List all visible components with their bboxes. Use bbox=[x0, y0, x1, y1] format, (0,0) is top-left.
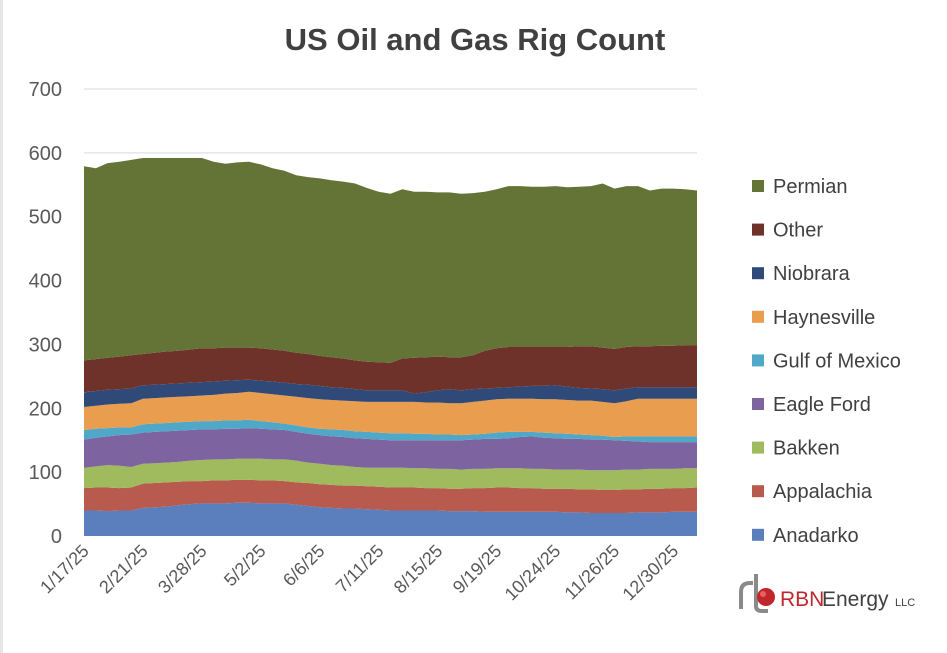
legend-label: Other bbox=[773, 220, 823, 242]
legend-label: Permian bbox=[773, 176, 847, 198]
y-tick-label: 500 bbox=[29, 207, 62, 229]
x-tick-label: 8/15/25 bbox=[390, 541, 447, 598]
area-other bbox=[84, 345, 697, 394]
y-tick-label: 400 bbox=[29, 271, 62, 293]
x-tick-label: 7/11/25 bbox=[332, 541, 388, 597]
y-tick-label: 600 bbox=[29, 143, 62, 165]
legend-swatch bbox=[752, 267, 764, 280]
stacked-areas bbox=[84, 158, 697, 536]
legend-label: Bakken bbox=[773, 438, 840, 460]
legend-item-permian: Permian bbox=[752, 176, 847, 198]
legend-swatch bbox=[752, 223, 764, 236]
legend-item-other: Other bbox=[752, 220, 823, 242]
logo-brand: RBN bbox=[780, 588, 824, 611]
area-bakken bbox=[84, 458, 697, 490]
legend: Permian Other Niobrara Haynesville Gulf of M… bbox=[752, 176, 901, 547]
legend-label: Niobrara bbox=[773, 263, 851, 285]
x-tick-label: 11/26/25 bbox=[561, 541, 624, 604]
legend-label: Appalachia bbox=[773, 481, 873, 503]
area-niobrara bbox=[84, 379, 697, 407]
legend-item-anadarko: Anadarko bbox=[752, 525, 859, 547]
rbn-logo: RBN Energy LLC bbox=[739, 574, 915, 613]
legend-item-niobrara: Niobrara bbox=[752, 263, 851, 285]
legend-swatch bbox=[752, 441, 764, 454]
legend-swatch bbox=[752, 485, 764, 498]
x-tick-label: 6/6/25 bbox=[279, 541, 329, 591]
legend-item-appalachia: Appalachia bbox=[752, 481, 873, 503]
x-axis-ticks: 1/17/25 2/21/25 3/28/25 5/2/25 6/6/25 7/11/25… bbox=[36, 541, 682, 605]
y-axis-ticks: 0 100 200 300 400 500 600 700 bbox=[29, 79, 62, 548]
x-tick-label: 2/21/25 bbox=[95, 541, 152, 598]
legend-label: Gulf of Mexico bbox=[773, 350, 901, 372]
y-tick-label: 200 bbox=[29, 398, 62, 420]
y-tick-label: 700 bbox=[29, 79, 62, 101]
legend-label: Eagle Ford bbox=[773, 394, 871, 416]
y-tick-label: 100 bbox=[29, 462, 62, 484]
area-anadarko bbox=[84, 502, 697, 536]
y-tick-label: 300 bbox=[29, 334, 62, 356]
x-tick-label: 1/17/25 bbox=[36, 541, 93, 598]
legend-label: Haynesville bbox=[773, 307, 875, 329]
legend-item-gulf-of-mexico: Gulf of Mexico bbox=[752, 350, 901, 372]
x-tick-label: 5/2/25 bbox=[220, 541, 270, 591]
area-appalachia bbox=[84, 479, 697, 513]
x-tick-label: 10/24/25 bbox=[501, 541, 565, 605]
legend-swatch bbox=[752, 528, 764, 541]
legend-swatch bbox=[752, 180, 764, 192]
x-tick-label: 3/28/25 bbox=[154, 541, 211, 598]
legend-swatch bbox=[752, 310, 764, 323]
rbn-pipe-icon bbox=[739, 574, 775, 613]
legend-item-haynesville: Haynesville bbox=[752, 307, 875, 329]
legend-swatch bbox=[752, 398, 764, 410]
legend-label: Anadarko bbox=[773, 525, 859, 547]
area-gulf-of-mexico bbox=[84, 419, 697, 443]
legend-swatch bbox=[752, 354, 764, 367]
area-haynesville bbox=[84, 391, 697, 437]
chart-title: US Oil and Gas Rig Count bbox=[285, 22, 666, 57]
x-tick-label: 9/19/25 bbox=[449, 541, 506, 598]
legend-item-bakken: Bakken bbox=[752, 438, 840, 460]
left-border bbox=[0, 0, 3, 653]
area-eagle-ford bbox=[84, 428, 697, 471]
logo-name: Energy bbox=[822, 588, 889, 611]
legend-item-eagle-ford: Eagle Ford bbox=[752, 394, 871, 416]
x-tick-label: 12/30/25 bbox=[619, 541, 683, 605]
area-permian bbox=[84, 158, 697, 363]
logo-suffix: LLC bbox=[895, 597, 915, 609]
y-tick-label: 0 bbox=[51, 526, 62, 548]
